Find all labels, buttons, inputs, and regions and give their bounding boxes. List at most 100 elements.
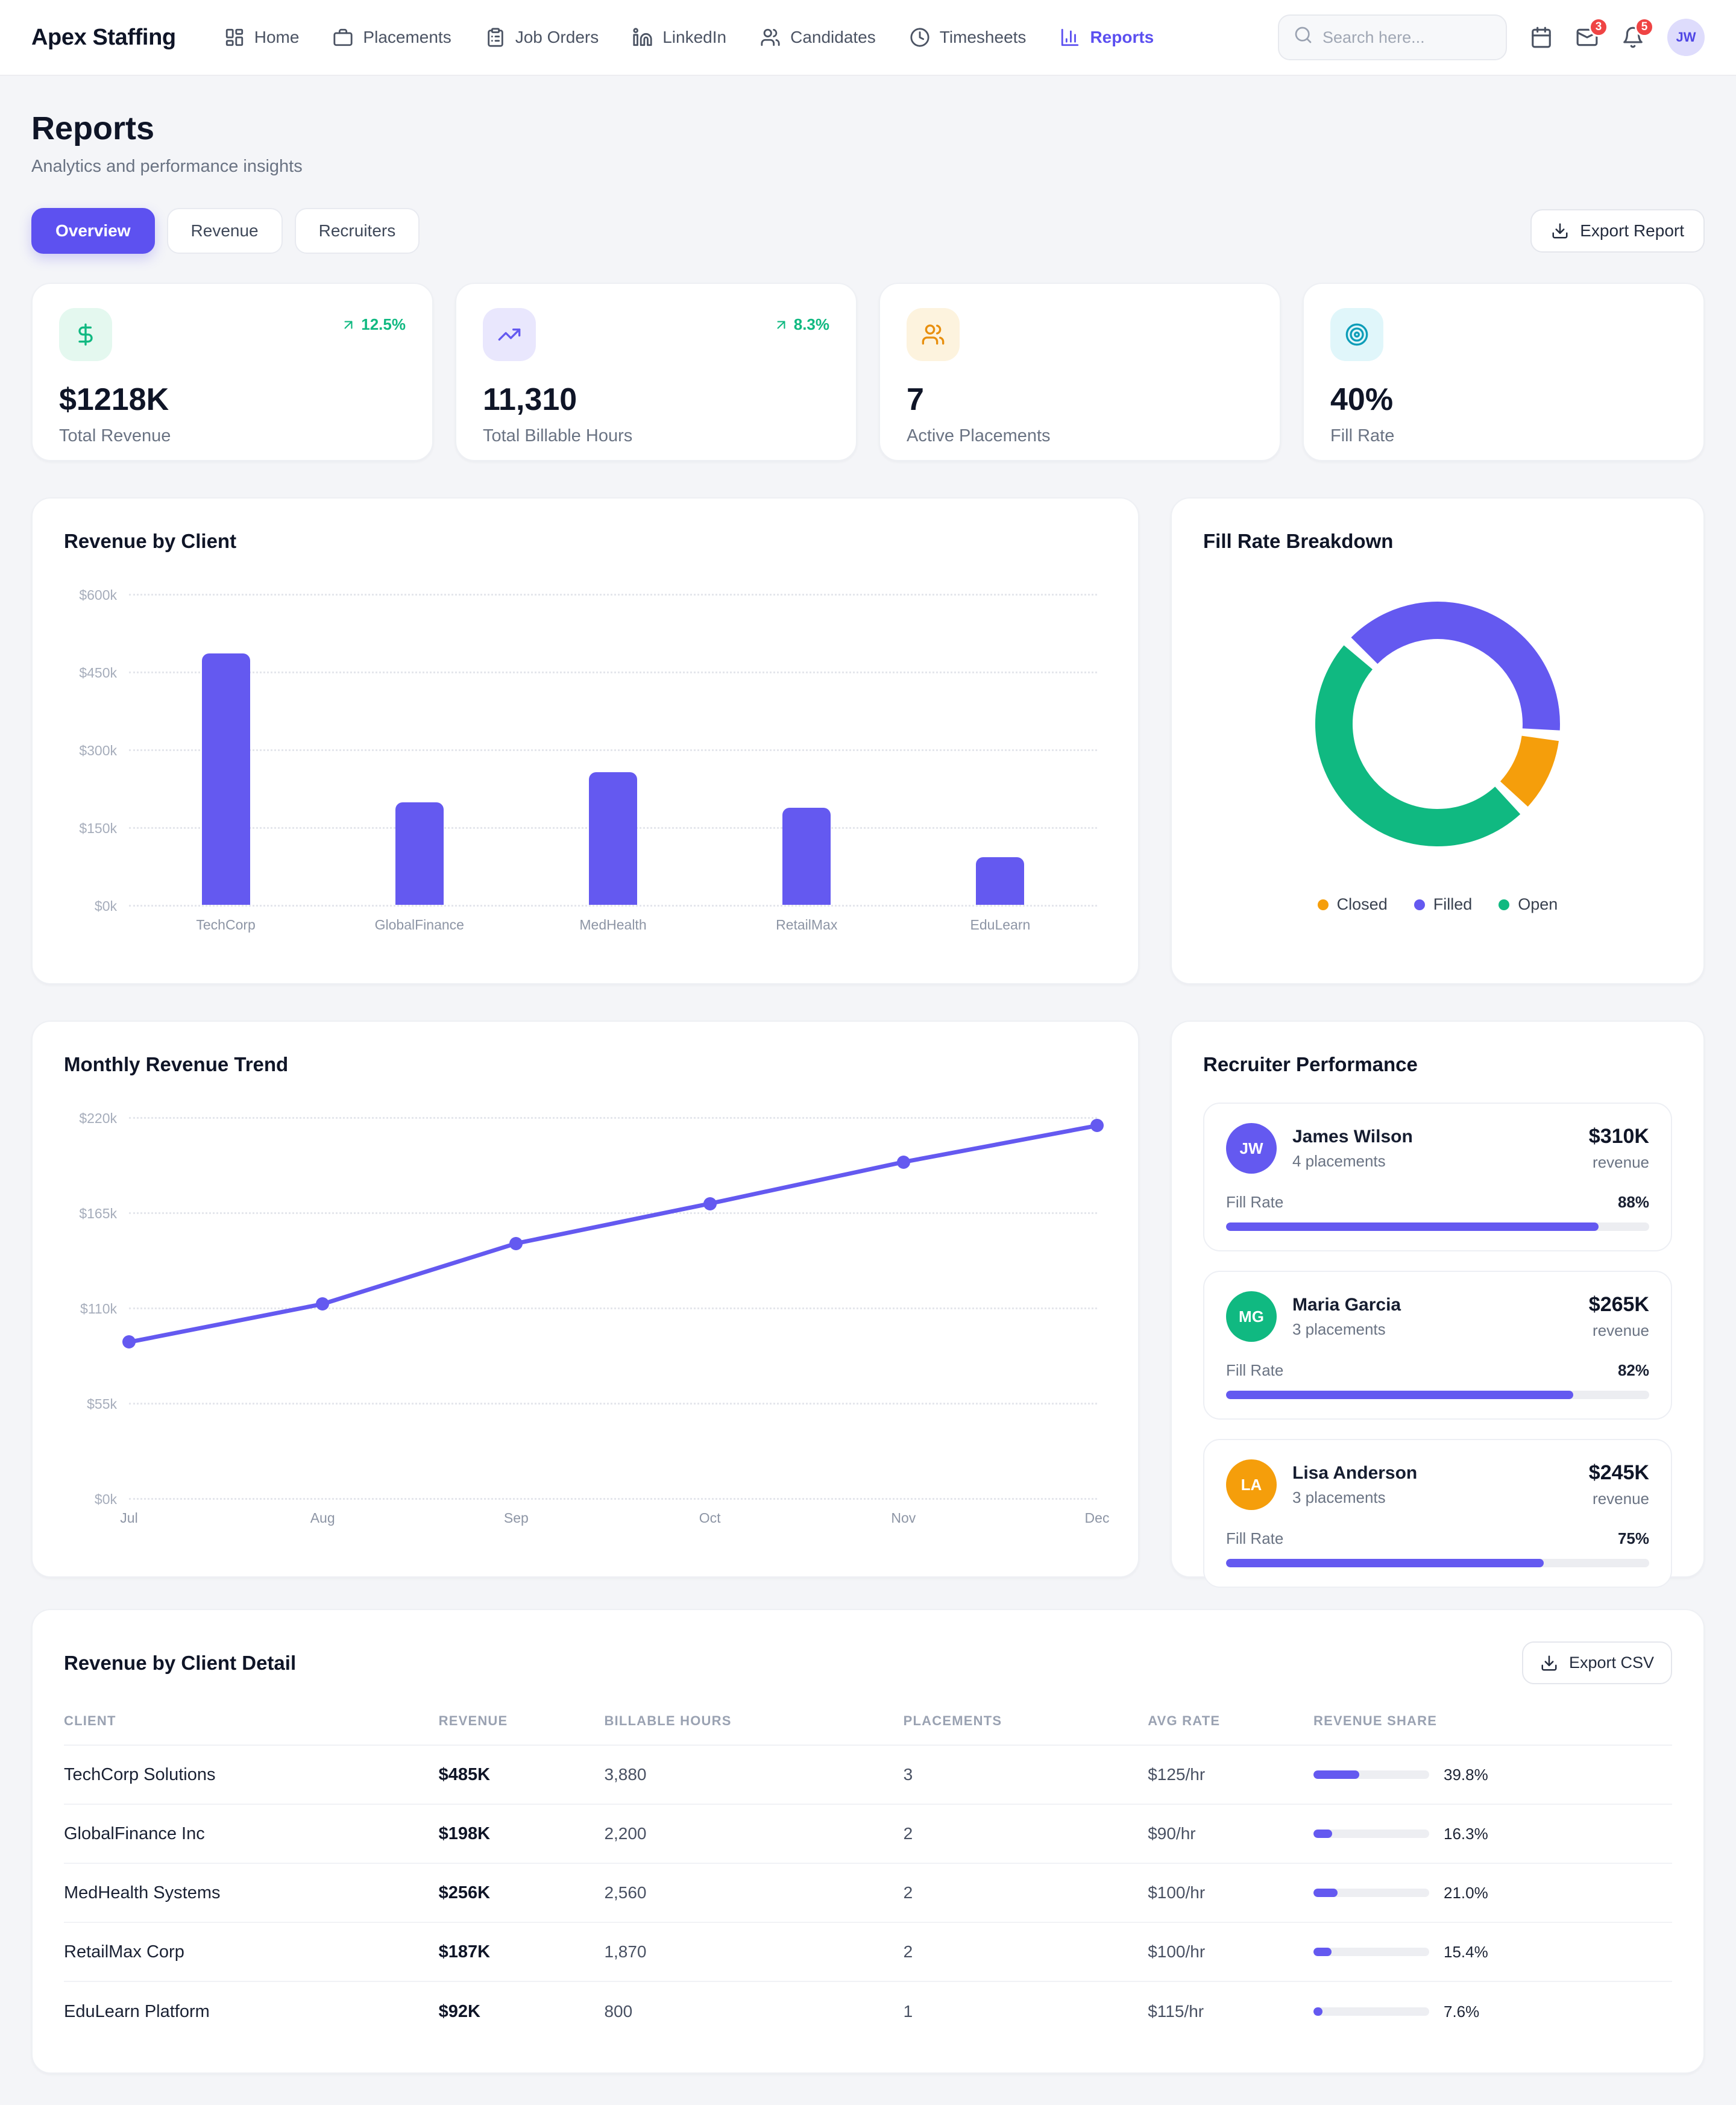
kpi-trend-badge: 12.5% <box>341 315 406 334</box>
data-point <box>1090 1119 1104 1133</box>
revenue-share-track <box>1313 2007 1429 2016</box>
revenue-share-bar <box>1313 1830 1333 1838</box>
recruiter-avatar: MG <box>1226 1291 1277 1342</box>
column-header-revenue: Revenue <box>438 1713 508 1728</box>
nav-item-label: Job Orders <box>515 28 599 46</box>
top-nav: Apex Staffing Home Placements Job Orders Li… <box>0 0 1736 76</box>
revenue-detail-card: Revenue by Client Detail Export CSV Clie… <box>31 1609 1705 2074</box>
fill-rate-row: Fill Rate 88% <box>1226 1193 1649 1212</box>
recruiter-identity: Maria Garcia 3 placements <box>1292 1295 1401 1339</box>
cell-revenue-share: 16.3% <box>1313 1825 1672 1843</box>
target-icon <box>1330 308 1383 361</box>
nav-item-candidates[interactable]: Candidates <box>760 27 876 48</box>
cell-client: TechCorp Solutions <box>64 1764 216 1784</box>
revenue-share-bar <box>1313 1948 1332 1956</box>
tab-recruiters[interactable]: Recruiters <box>294 208 420 254</box>
nav-item-placements[interactable]: Placements <box>333 27 451 48</box>
y-tick-label: $165k <box>79 1206 117 1221</box>
download-icon <box>1540 1654 1558 1672</box>
dollar-icon <box>59 308 112 361</box>
messages-button[interactable]: 3 <box>1576 17 1608 49</box>
recruiter-revenue: $245K revenue <box>1589 1461 1649 1508</box>
cell-revenue: $198K <box>438 1823 491 1843</box>
x-tick-label: Nov <box>891 1510 916 1526</box>
recruiter-name: James Wilson <box>1292 1126 1413 1147</box>
bar-chart-x-labels: TechCorp GlobalFinance MedHealth RetailMax E… <box>129 917 1097 933</box>
tab-revenue[interactable]: Revenue <box>166 208 283 254</box>
recruiter-placements: 3 placements <box>1292 1488 1386 1506</box>
table-body: TechCorp Solutions $485K 3,880 3 $125/hr 39.8… <box>64 1746 1672 2041</box>
table-row: GlobalFinance Inc $198K 2,200 2 $90/hr 16.3% <box>64 1805 1672 1864</box>
revenue-by-client-card: Revenue by Client $600k $450k $300k $150k $0… <box>31 497 1139 984</box>
nav-item-home[interactable]: Home <box>224 27 300 48</box>
data-point <box>316 1297 330 1311</box>
notifications-button[interactable]: 5 <box>1621 17 1654 49</box>
briefcase-icon <box>333 27 353 48</box>
donut-chart <box>1203 582 1672 866</box>
line-chart-x-labels: Jul Aug Sep Oct Nov Dec <box>120 1510 1109 1529</box>
nav-item-label: LinkedIn <box>662 28 727 46</box>
nav-item-label: Reports <box>1090 28 1154 46</box>
recruiter-performance-card: Recruiter Performance JW James Wilson 4 pl… <box>1171 1021 1705 1588</box>
kpi-top: 12.5% <box>59 308 406 361</box>
fill-rate-bar <box>1226 1559 1544 1567</box>
column-header-avg-rate: Avg Rate <box>1148 1713 1221 1728</box>
legend-label: Closed <box>1336 895 1388 913</box>
fill-rate-percent: 75% <box>1617 1529 1649 1547</box>
donut-legend: Closed Filled Open <box>1203 895 1672 914</box>
recruiter-name: Lisa Anderson <box>1292 1462 1418 1483</box>
donut-svg <box>1315 602 1560 847</box>
search-box[interactable] <box>1278 14 1507 60</box>
fill-rate-label: Fill Rate <box>1226 1529 1284 1547</box>
calendar-button[interactable] <box>1530 26 1553 49</box>
kpi-card-total-revenue: 12.5% $1218K Total Revenue <box>31 283 433 461</box>
gridline: $110k <box>80 1301 1097 1317</box>
x-tick-label: EduLearn <box>970 917 1031 933</box>
export-report-button[interactable]: Export Report <box>1530 209 1705 253</box>
nav-item-linkedin[interactable]: LinkedIn <box>632 27 726 48</box>
arrow-up-right-icon <box>773 317 789 333</box>
kpi-trend-value: 12.5% <box>361 315 406 333</box>
table-row: EduLearn Platform $92K 800 1 $115/hr 7.6% <box>64 1982 1672 2041</box>
revenue-share-track <box>1313 1889 1429 1897</box>
cell-client: MedHealth Systems <box>64 1883 221 1902</box>
search-input[interactable] <box>1322 28 1491 47</box>
bar-chart-icon <box>1060 27 1080 48</box>
recruiter-revenue: $265K revenue <box>1589 1293 1649 1340</box>
fill-rate-percent: 88% <box>1617 1193 1649 1211</box>
cell-billable-hours: 1,870 <box>604 1942 647 1961</box>
fill-rate-breakdown-card: Fill Rate Breakdown Closed Filled Open <box>1171 497 1705 984</box>
nav-item-timesheets[interactable]: Timesheets <box>910 27 1026 48</box>
kpi-value: 7 <box>907 382 924 417</box>
gridline: $600k <box>79 587 1097 603</box>
gridline: $0k <box>95 1491 1097 1507</box>
kpi-trend-badge: 8.3% <box>773 315 829 334</box>
recruiter-item: LA Lisa Anderson 3 placements $245K revenue F… <box>1203 1439 1672 1588</box>
donut-segment-filled <box>1351 602 1560 731</box>
fill-rate-track <box>1226 1222 1649 1231</box>
user-avatar[interactable]: JW <box>1667 19 1705 56</box>
page-subtitle: Analytics and performance insights <box>31 157 303 176</box>
notifications-badge: 5 <box>1635 17 1654 37</box>
x-tick-label: MedHealth <box>579 917 647 933</box>
cell-billable-hours: 800 <box>604 2002 633 2021</box>
nav-item-label: Home <box>254 28 300 46</box>
messages-badge: 3 <box>1589 17 1608 37</box>
bar <box>976 857 1025 905</box>
nav-item-job-orders[interactable]: Job Orders <box>485 27 599 48</box>
cell-avg-rate: $90/hr <box>1148 1824 1196 1843</box>
kpi-label: Total Revenue <box>59 426 171 445</box>
donut-segment-closed <box>1500 735 1559 807</box>
kpi-label: Fill Rate <box>1330 426 1395 445</box>
recruiter-name: Maria Garcia <box>1292 1294 1401 1315</box>
candidates-icon <box>760 27 781 48</box>
cell-revenue: $92K <box>438 2001 480 2021</box>
revenue-share-label: 39.8% <box>1444 1765 1488 1784</box>
export-csv-button[interactable]: Export CSV <box>1521 1641 1672 1684</box>
cell-revenue-share: 21.0% <box>1313 1884 1672 1902</box>
cell-client: EduLearn Platform <box>64 2001 210 2021</box>
cell-placements: 2 <box>903 1824 913 1843</box>
tab-overview[interactable]: Overview <box>31 208 155 254</box>
nav-item-reports[interactable]: Reports <box>1060 27 1154 48</box>
legend-dot <box>1414 899 1425 910</box>
